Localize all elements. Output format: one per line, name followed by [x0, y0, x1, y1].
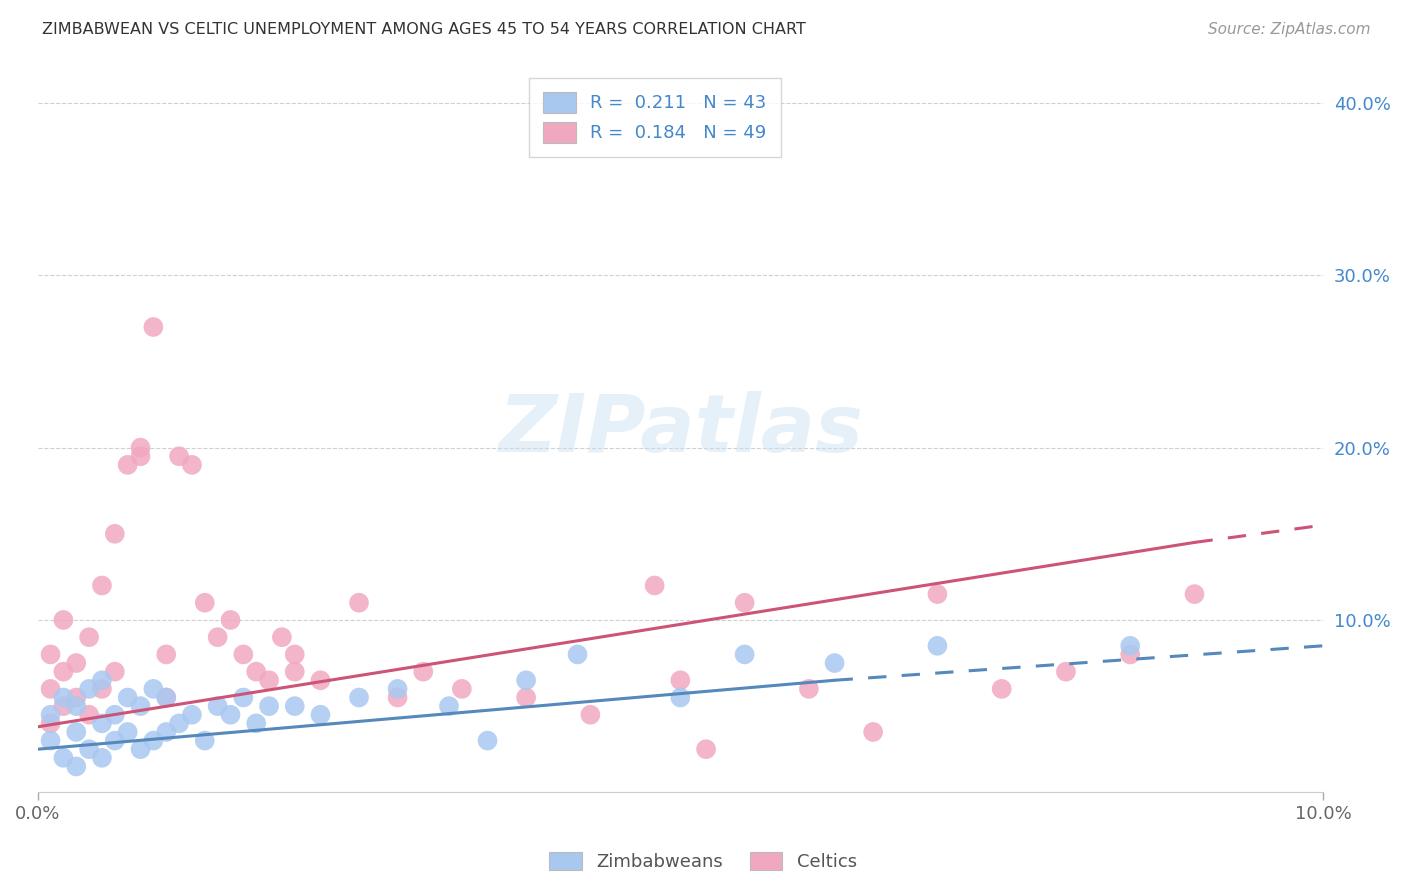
Point [142, 681, 165, 696]
Point [77, 630, 100, 644]
Point [65, 690, 87, 705]
Point [52, 699, 75, 714]
Point [52, 665, 75, 679]
Point [567, 648, 589, 662]
Point [309, 673, 332, 688]
Point [117, 725, 139, 739]
Point [65, 725, 87, 739]
Point [117, 690, 139, 705]
Point [155, 690, 177, 705]
Point [245, 716, 267, 731]
Legend: Zimbabweans, Celtics: Zimbabweans, Celtics [541, 845, 865, 879]
Point [387, 681, 409, 696]
Point [155, 648, 177, 662]
Point [129, 449, 152, 463]
Point [91, 681, 114, 696]
Point [990, 681, 1012, 696]
Point [284, 665, 307, 679]
Point [65, 759, 87, 773]
Point [39, 681, 62, 696]
Point [91, 716, 114, 731]
Point [39, 716, 62, 731]
Point [65, 656, 87, 670]
Point [219, 613, 242, 627]
Point [155, 690, 177, 705]
Point [515, 673, 537, 688]
Point [155, 725, 177, 739]
Point [142, 733, 165, 747]
Point [65, 699, 87, 714]
Point [77, 707, 100, 722]
Point [219, 707, 242, 722]
Point [142, 320, 165, 334]
Point [257, 673, 280, 688]
Point [91, 751, 114, 765]
Point [695, 742, 717, 756]
Point [104, 707, 127, 722]
Point [117, 458, 139, 472]
Point [347, 690, 370, 705]
Point [91, 673, 114, 688]
Point [257, 699, 280, 714]
Point [797, 681, 820, 696]
Point [232, 648, 254, 662]
Text: ZIPatlas: ZIPatlas [498, 392, 863, 469]
Point [104, 665, 127, 679]
Point [927, 639, 949, 653]
Point [39, 648, 62, 662]
Text: ZIMBABWEAN VS CELTIC UNEMPLOYMENT AMONG AGES 45 TO 54 YEARS CORRELATION CHART: ZIMBABWEAN VS CELTIC UNEMPLOYMENT AMONG … [42, 22, 806, 37]
Point [734, 596, 756, 610]
Point [207, 699, 229, 714]
Point [347, 596, 370, 610]
Point [194, 596, 217, 610]
Point [1054, 665, 1077, 679]
Point [77, 681, 100, 696]
Point [669, 690, 692, 705]
Point [52, 751, 75, 765]
Point [669, 673, 692, 688]
Point [1119, 648, 1142, 662]
Point [1184, 587, 1206, 601]
Point [644, 578, 666, 592]
Point [91, 578, 114, 592]
Point [232, 690, 254, 705]
Point [309, 707, 332, 722]
Point [515, 690, 537, 705]
Point [52, 613, 75, 627]
Point [104, 526, 127, 541]
Point [734, 648, 756, 662]
Point [270, 630, 292, 644]
Point [39, 707, 62, 722]
Point [181, 707, 204, 722]
Point [129, 441, 152, 455]
Point [477, 733, 499, 747]
Point [1119, 639, 1142, 653]
Point [129, 699, 152, 714]
Point [194, 733, 217, 747]
Point [39, 733, 62, 747]
Point [167, 716, 190, 731]
Point [181, 458, 204, 472]
Point [437, 699, 460, 714]
Point [450, 681, 472, 696]
Point [862, 725, 884, 739]
Legend: R =  0.211   N = 43, R =  0.184   N = 49: R = 0.211 N = 43, R = 0.184 N = 49 [529, 78, 780, 157]
Point [129, 742, 152, 756]
Point [824, 656, 846, 670]
Point [412, 665, 434, 679]
Point [104, 733, 127, 747]
Point [927, 587, 949, 601]
Point [284, 699, 307, 714]
Point [207, 630, 229, 644]
Point [387, 690, 409, 705]
Point [579, 707, 602, 722]
Point [77, 742, 100, 756]
Point [245, 665, 267, 679]
Point [284, 648, 307, 662]
Point [167, 449, 190, 463]
Text: Source: ZipAtlas.com: Source: ZipAtlas.com [1208, 22, 1371, 37]
Point [52, 690, 75, 705]
